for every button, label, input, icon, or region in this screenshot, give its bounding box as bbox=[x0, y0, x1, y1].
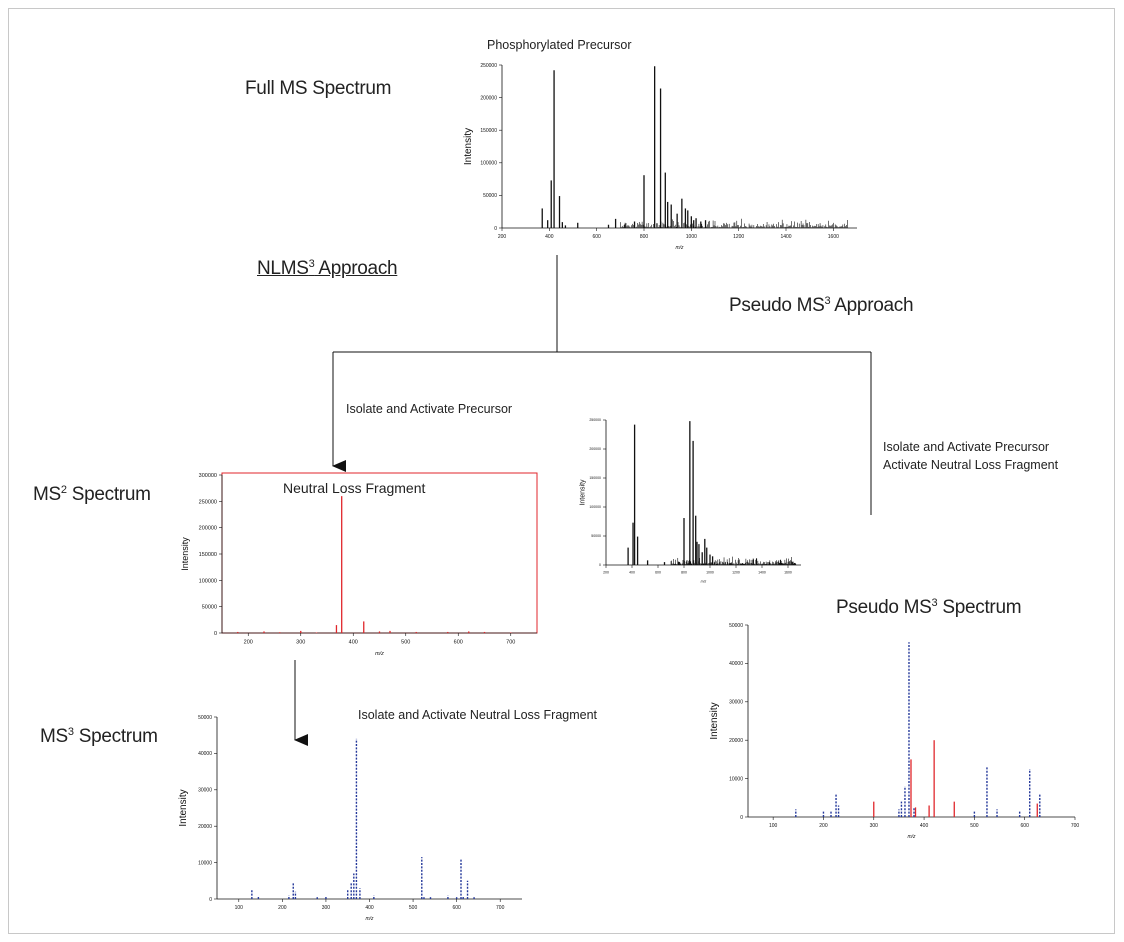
x-tick-label: 100 bbox=[769, 823, 778, 829]
y-axis-label: Intensity bbox=[709, 702, 720, 739]
y-axis-label: Intensity bbox=[463, 128, 474, 165]
x-tick-label: 700 bbox=[496, 905, 505, 911]
y-tick-label: 150000 bbox=[480, 128, 497, 134]
y-tick-label: 20000 bbox=[198, 824, 212, 830]
y-tick-label: 50000 bbox=[591, 534, 601, 538]
x-axis-label: m/z bbox=[701, 580, 707, 584]
x-tick-label: 300 bbox=[322, 905, 331, 911]
y-tick-label: 0 bbox=[209, 897, 212, 903]
x-axis-label: m/z bbox=[675, 245, 684, 251]
x-tick-label: 1000 bbox=[706, 571, 714, 575]
y-axis-label: Intensity bbox=[178, 789, 189, 826]
ms2-spectrum-label: MS2 Spectrum bbox=[33, 484, 151, 505]
x-tick-label: 800 bbox=[640, 234, 649, 240]
y-tick-label: 0 bbox=[740, 815, 743, 821]
y-tick-label: 20000 bbox=[729, 738, 743, 744]
y-tick-label: 300000 bbox=[199, 473, 217, 479]
x-tick-label: 600 bbox=[454, 640, 463, 646]
y-tick-label: 200000 bbox=[480, 95, 497, 101]
x-tick-label: 400 bbox=[545, 234, 554, 240]
ms3-spectrum-label: MS3 Spectrum bbox=[40, 726, 158, 747]
isolate-activate-precursor-label: Isolate and Activate Precursor bbox=[346, 402, 513, 416]
y-tick-label: 250000 bbox=[199, 499, 217, 505]
x-tick-label: 300 bbox=[296, 640, 305, 646]
pseudo-ms3-spectrum-label: Pseudo MS3 Spectrum bbox=[836, 597, 1022, 618]
y-tick-label: 50000 bbox=[483, 193, 497, 199]
x-tick-label: 600 bbox=[592, 234, 601, 240]
x-tick-label: 500 bbox=[401, 640, 410, 646]
x-axis-label: m/z bbox=[365, 916, 374, 922]
pseudo-inset-chart: 0 50000 100000 150000 200000 250000 200 400 600 8… bbox=[579, 418, 801, 584]
full-ms-chart: 0 50000 100000 150000 200000 250000 200 400 600 8… bbox=[463, 63, 857, 251]
y-tick-label: 50000 bbox=[202, 605, 217, 611]
y-tick-label: 100000 bbox=[199, 578, 217, 584]
x-tick-label: 700 bbox=[1071, 823, 1080, 829]
y-axis-label: Intensity bbox=[579, 479, 586, 506]
y-tick-label: 40000 bbox=[729, 661, 743, 667]
y-tick-label: 0 bbox=[214, 631, 217, 637]
x-tick-label: 200 bbox=[603, 571, 609, 575]
y-tick-label: 10000 bbox=[198, 860, 212, 866]
x-tick-label: 1400 bbox=[780, 234, 791, 240]
x-tick-label: 200 bbox=[498, 234, 507, 240]
y-tick-label: 30000 bbox=[198, 788, 212, 794]
x-tick-label: 400 bbox=[349, 640, 358, 646]
x-tick-label: 400 bbox=[629, 571, 635, 575]
x-tick-label: 400 bbox=[920, 823, 929, 829]
pseudo-ms3-approach-label: Pseudo MS3 Approach bbox=[729, 295, 914, 316]
y-tick-label: 100000 bbox=[480, 161, 497, 167]
y-tick-label: 40000 bbox=[198, 751, 212, 757]
x-tick-label: 800 bbox=[681, 571, 687, 575]
y-tick-label: 200000 bbox=[199, 526, 217, 532]
full-ms-spectrum-label: Full MS Spectrum bbox=[245, 78, 392, 99]
x-tick-label: 600 bbox=[1021, 823, 1030, 829]
y-tick-label: 150000 bbox=[199, 552, 217, 558]
y-tick-label: 30000 bbox=[729, 700, 743, 706]
y-tick-label: 0 bbox=[494, 226, 497, 232]
x-tick-label: 500 bbox=[409, 905, 418, 911]
x-tick-label: 700 bbox=[506, 640, 515, 646]
y-tick-label: 200000 bbox=[589, 447, 601, 451]
nlms3-approach-label: NLMS3 Approach bbox=[257, 258, 398, 279]
x-tick-label: 200 bbox=[819, 823, 828, 829]
x-tick-label: 300 bbox=[870, 823, 879, 829]
y-tick-label: 10000 bbox=[729, 776, 743, 782]
y-tick-label: 250000 bbox=[589, 418, 601, 422]
x-tick-label: 600 bbox=[452, 905, 461, 911]
x-tick-label: 1400 bbox=[758, 571, 766, 575]
y-tick-label: 0 bbox=[599, 563, 601, 567]
y-tick-label: 100000 bbox=[589, 505, 601, 509]
x-tick-label: 400 bbox=[365, 905, 374, 911]
x-tick-label: 1600 bbox=[828, 234, 839, 240]
x-tick-label: 1000 bbox=[686, 234, 697, 240]
x-tick-label: 1600 bbox=[784, 571, 792, 575]
phosphorylated-precursor-label: Phosphorylated Precursor bbox=[487, 38, 632, 52]
neutral-loss-fragment-label: Neutral Loss Fragment bbox=[283, 480, 426, 496]
pseudo-ms3-chart: 0 10000 20000 30000 40000 50000 100 200 300 400 50… bbox=[709, 623, 1080, 840]
ms3-chart: 0 10000 20000 30000 40000 50000 100 200 300 400 50… bbox=[178, 715, 522, 922]
plot-frame bbox=[221, 472, 538, 634]
x-tick-label: 600 bbox=[655, 571, 661, 575]
x-tick-label: 1200 bbox=[732, 571, 740, 575]
y-tick-label: 50000 bbox=[198, 715, 212, 721]
pseudo-step-line1: Isolate and Activate Precursor bbox=[883, 440, 1050, 454]
isolate-activate-nl-label: Isolate and Activate Neutral Loss Fragme… bbox=[358, 708, 598, 722]
pseudo-step-line2: Activate Neutral Loss Fragment bbox=[883, 458, 1059, 472]
y-axis-label: Intensity bbox=[180, 537, 190, 571]
x-tick-label: 200 bbox=[278, 905, 287, 911]
y-tick-label: 250000 bbox=[480, 63, 497, 69]
x-tick-label: 100 bbox=[235, 905, 244, 911]
y-tick-label: 50000 bbox=[729, 623, 743, 629]
ms2-chart: 0 50000 100000 150000 200000 250000 300000 200 3… bbox=[180, 472, 538, 657]
x-axis-label: m/z bbox=[907, 834, 916, 840]
x-tick-label: 200 bbox=[244, 640, 253, 646]
x-axis-label: m/z bbox=[375, 651, 384, 657]
x-tick-label: 1200 bbox=[733, 234, 744, 240]
x-tick-label: 500 bbox=[970, 823, 979, 829]
figure-frame bbox=[8, 8, 1115, 934]
y-tick-label: 150000 bbox=[589, 476, 601, 480]
